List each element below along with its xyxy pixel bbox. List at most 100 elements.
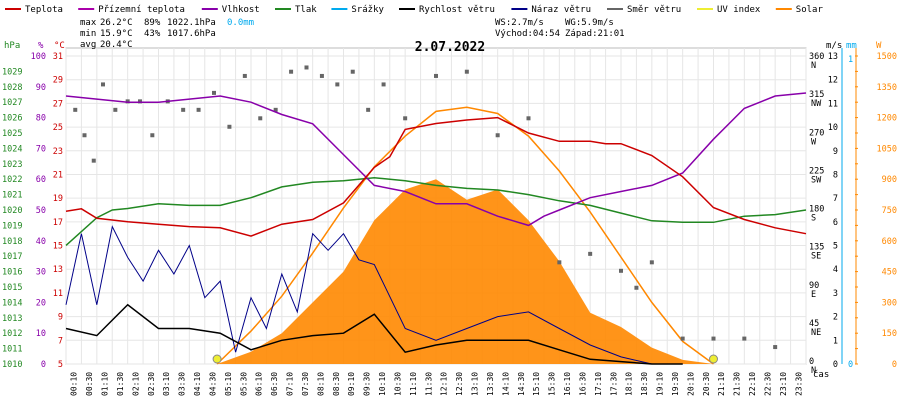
wind-tick-4: 4	[833, 265, 838, 275]
wind-direction-point	[73, 107, 78, 112]
wind-direction-point	[350, 69, 355, 74]
winddir-compass-6: W	[811, 137, 817, 147]
wind-tick-0: 0	[833, 360, 838, 370]
legend-label-1: Přízemní teplota	[98, 5, 185, 15]
temperature-tick-3: 11	[53, 289, 63, 299]
winddir-compass-2: E	[811, 290, 816, 300]
wind-direction-point	[434, 73, 438, 78]
wind-direction-point	[181, 107, 186, 112]
winddir-tick-1: 45	[809, 319, 819, 329]
x-tick-6: 03:10	[162, 372, 171, 396]
temperature-tick-11: 27	[53, 99, 63, 109]
x-tick-26: 13:10	[471, 372, 480, 396]
temperature-tick-7: 19	[53, 194, 63, 204]
wind-direction-point	[82, 133, 87, 138]
pressure-tick-14: 1024	[2, 144, 22, 154]
x-tick-24: 12:10	[440, 372, 449, 396]
stat-avg-label: avg	[80, 40, 96, 50]
wind-direction-point	[711, 336, 716, 341]
x-tick-4: 02:10	[131, 372, 140, 396]
x-tick-43: 21:30	[733, 372, 742, 396]
wind-direction-point	[557, 260, 562, 265]
legend-label-7: Směr větru	[627, 5, 681, 15]
wind-direction-point	[150, 133, 155, 138]
pressure-tick-5: 1015	[2, 283, 22, 293]
pressure-tick-9: 1019	[2, 221, 22, 231]
pressure-tick-3: 1013	[2, 314, 22, 324]
wind-direction-point	[526, 116, 531, 121]
wind-direction-point	[634, 285, 639, 290]
wind-tick-9: 9	[833, 147, 838, 157]
uv-marker-0	[212, 354, 222, 364]
pressure-tick-17: 1027	[2, 98, 22, 108]
pressure-tick-0: 1010	[2, 360, 22, 370]
solar-tick-10: 1500	[877, 52, 897, 62]
x-tick-37: 18:30	[640, 372, 649, 396]
x-tick-13: 06:30	[270, 372, 279, 396]
wind-direction-point	[680, 336, 685, 341]
x-tick-41: 20:30	[702, 372, 711, 396]
stat-max-press: 1022.1hPa	[167, 18, 216, 28]
x-tick-22: 11:10	[409, 372, 418, 396]
uv-marker-1	[709, 354, 718, 364]
x-tick-14: 07:10	[286, 372, 295, 396]
wind-direction-point	[366, 107, 371, 112]
solar-tick-9: 1350	[877, 83, 897, 93]
temperature-tick-10: 25	[53, 123, 63, 133]
wind-direction-point	[619, 268, 623, 273]
x-tick-9: 04:30	[208, 372, 217, 396]
wind-direction-point	[403, 116, 408, 121]
x-tick-27: 13:30	[486, 372, 495, 396]
x-tick-15: 07:30	[301, 372, 310, 396]
wind-gust-info: WG:5.9m/s	[565, 18, 614, 28]
solar-tick-2: 300	[882, 298, 897, 308]
x-tick-7: 03:30	[178, 372, 187, 396]
wind-direction-point	[227, 124, 232, 129]
unit-pct: %	[38, 41, 44, 51]
winddir-tick-7: 315	[809, 90, 824, 100]
unit-mm: mm	[846, 41, 857, 51]
x-tick-28: 14:10	[501, 372, 510, 396]
x-tick-32: 16:10	[563, 372, 572, 396]
temperature-line	[65, 116, 807, 237]
wind-tick-3: 3	[833, 289, 838, 299]
temperature-tick-1: 7	[58, 336, 63, 346]
solar-tick-3: 450	[882, 268, 897, 278]
humidity-tick-7: 70	[36, 144, 46, 154]
winddir-tick-3: 135	[809, 243, 824, 253]
wind-direction-point	[649, 260, 654, 265]
x-tick-3: 01:30	[116, 372, 125, 396]
solar-area	[217, 179, 714, 364]
humidity-tick-1: 10	[36, 329, 46, 339]
temperature-tick-2: 9	[58, 313, 63, 323]
x-tick-38: 19:10	[656, 372, 665, 396]
humidity-tick-8: 80	[36, 114, 46, 124]
rain-tick-1: 1	[848, 55, 853, 65]
humidity-tick-2: 20	[36, 298, 46, 308]
wind-direction-point	[742, 336, 747, 341]
x-tick-42: 21:10	[717, 372, 726, 396]
wind-direction-point	[319, 73, 324, 78]
stat-avg-temp: 20.4°C	[100, 40, 133, 50]
legend-label-4: Srážky	[351, 5, 384, 15]
winddir-compass-4: S	[811, 214, 816, 224]
x-tick-12: 06:10	[255, 372, 264, 396]
x-tick-1: 00:30	[85, 372, 94, 396]
x-tick-5: 02:30	[147, 372, 156, 396]
x-tick-45: 22:30	[763, 372, 772, 396]
humidity-tick-4: 40	[36, 237, 46, 247]
x-tick-16: 08:10	[316, 372, 325, 396]
wind-tick-10: 10	[828, 123, 838, 133]
wind-tick-6: 6	[833, 218, 838, 228]
pressure-tick-15: 1025	[2, 129, 22, 139]
x-tick-31: 15:30	[548, 372, 557, 396]
winddir-tick-8: 360	[809, 52, 824, 62]
x-tick-11: 05:30	[239, 372, 248, 396]
stat-max-label: max	[80, 18, 97, 28]
x-tick-29: 14:30	[517, 372, 526, 396]
stat-rain: 0.0mm	[227, 18, 254, 28]
x-tick-33: 16:30	[578, 372, 587, 396]
pressure-tick-13: 1023	[2, 160, 22, 170]
legend-label-3: Tlak	[295, 5, 317, 15]
wind-direction-point	[212, 90, 216, 95]
